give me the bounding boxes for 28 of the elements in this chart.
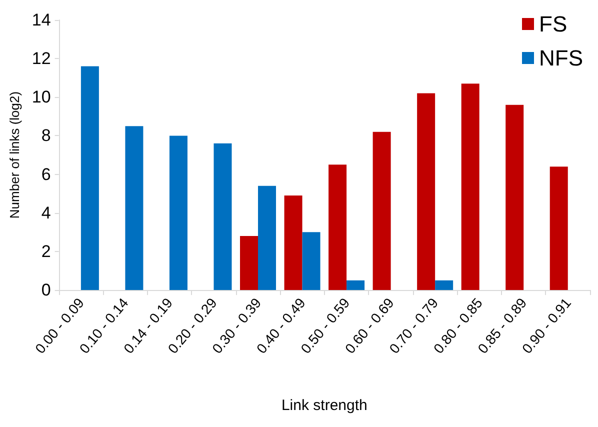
bar [461,84,480,290]
y-tick-label: 0 [41,280,51,300]
legend-label: FS [539,12,568,36]
bar [214,143,232,290]
bar [372,132,391,290]
bar [550,166,568,290]
bar [302,232,320,290]
bar [125,126,144,290]
legend-label: NFS [539,46,583,70]
bar [417,93,436,290]
bar [258,186,276,290]
bar [435,280,454,290]
y-tick-label: 8 [41,126,51,146]
bar [328,164,347,290]
y-tick-label: 12 [32,49,51,68]
y-axis-title: Number of links (log2) [7,91,22,219]
bar [80,66,99,290]
y-tick-label: 2 [41,242,51,261]
y-tick-label: 6 [41,164,51,184]
bar [346,280,365,290]
bar [506,104,524,290]
bar [169,136,188,290]
y-tick-label: 10 [32,88,51,107]
bar [240,236,258,290]
y-tick-label: 4 [41,203,51,222]
bar [284,196,302,290]
y-tick-label: 14 [32,10,51,30]
x-axis-title: Link strength [281,397,368,414]
